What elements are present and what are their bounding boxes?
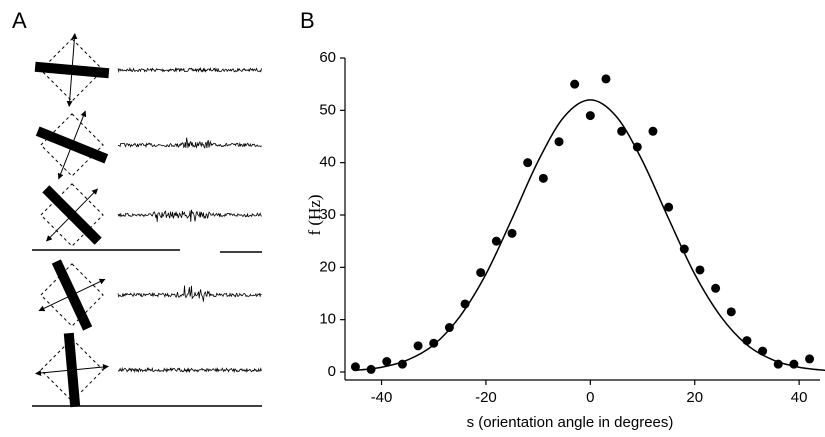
data-point — [758, 346, 768, 356]
data-point — [617, 126, 627, 136]
data-point — [773, 359, 783, 369]
data-point — [507, 228, 517, 238]
spike-trace — [117, 285, 262, 302]
data-point — [460, 299, 470, 309]
spike-trace — [117, 209, 262, 222]
receptive-field — [40, 38, 104, 102]
y-tick-label: 30 — [319, 206, 336, 223]
x-tick-label: 40 — [791, 389, 808, 406]
data-point — [664, 202, 674, 212]
stimulus-panel — [34, 33, 262, 408]
stimulus — [40, 183, 104, 247]
data-point — [366, 364, 376, 374]
panel-label: A — [12, 8, 27, 33]
data-point — [805, 354, 815, 364]
data-point — [523, 158, 533, 168]
data-point — [570, 79, 580, 89]
y-tick-label: 50 — [319, 101, 336, 118]
spike-trace — [117, 137, 262, 149]
spike-trace — [117, 366, 262, 374]
bar-stimulus — [63, 332, 81, 408]
y-axis-label: f (Hz) — [305, 194, 324, 235]
data-point — [491, 236, 501, 246]
data-point — [585, 111, 595, 121]
stimulus — [35, 332, 109, 408]
stimulus — [35, 110, 109, 180]
x-tick-label: -40 — [371, 389, 393, 406]
data-point — [742, 336, 752, 346]
bar-stimulus — [34, 61, 110, 79]
x-tick-label: 0 — [586, 389, 594, 406]
y-tick-label: 10 — [319, 311, 336, 328]
data-point — [476, 268, 486, 278]
data-point — [648, 126, 658, 136]
stimulus — [38, 259, 106, 331]
y-tick-label: 40 — [319, 154, 336, 171]
data-point — [382, 357, 392, 367]
data-point — [679, 244, 689, 254]
x-tick-label: 20 — [686, 389, 703, 406]
panel-label: B — [300, 8, 315, 33]
y-tick-label: 20 — [319, 258, 336, 275]
data-point — [444, 323, 454, 333]
data-point — [711, 283, 721, 293]
data-point — [538, 173, 548, 183]
data-point — [695, 265, 705, 275]
bar-stimulus — [42, 185, 102, 245]
x-axis-label: s (orientation angle in degrees) — [467, 414, 674, 431]
x-tick-label: -20 — [475, 389, 497, 406]
fit-curve — [355, 99, 825, 372]
receptive-field — [40, 113, 104, 177]
data-point — [726, 307, 736, 317]
y-tick-label: 0 — [328, 363, 336, 380]
data-point — [601, 74, 611, 84]
data-point — [789, 359, 799, 369]
spike-trace — [117, 66, 262, 74]
stimulus — [34, 33, 110, 107]
data-point — [632, 142, 642, 152]
data-point — [429, 338, 439, 348]
bar-stimulus — [51, 259, 93, 331]
y-tick-label: 60 — [319, 49, 336, 66]
data-point — [554, 137, 564, 147]
data-point — [397, 359, 407, 369]
bar-stimulus — [35, 126, 109, 164]
data-point — [413, 341, 423, 351]
data-point — [350, 362, 360, 372]
